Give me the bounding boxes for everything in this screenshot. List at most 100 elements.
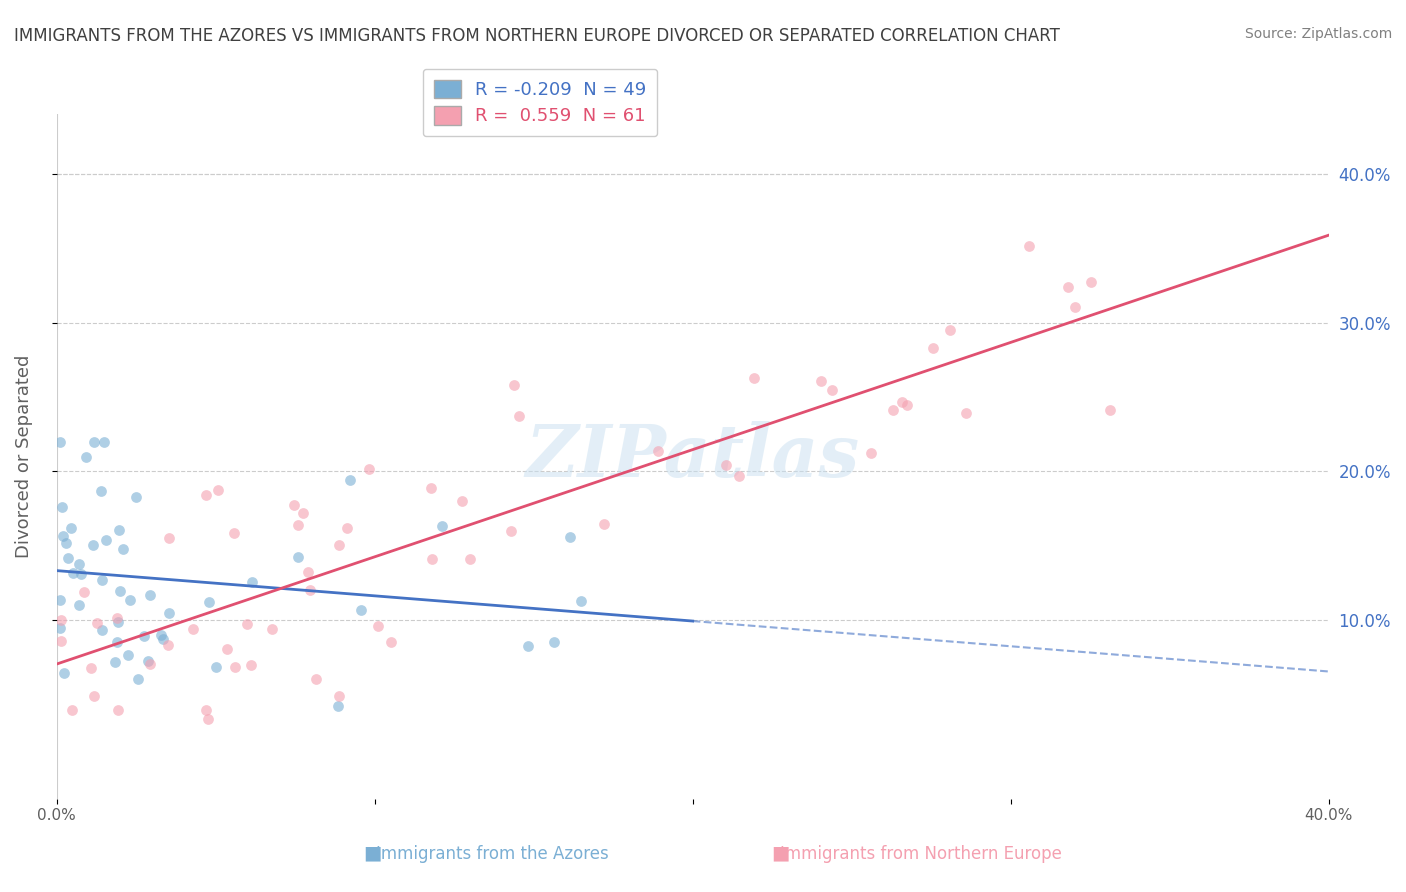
Point (198, 595, 221, 609)
Point (283, 498, 305, 512)
Point (287, 518, 309, 533)
Point (91, 574, 114, 588)
Text: ■: ■ (363, 844, 382, 863)
Point (107, 615, 129, 629)
Point (83, 689, 105, 703)
Point (569, 594, 592, 608)
Point (194, 488, 217, 502)
Point (80, 661, 103, 675)
Point (52, 529, 75, 543)
Point (70, 566, 93, 581)
Point (134, 629, 156, 643)
Point (49, 621, 72, 635)
Point (328, 538, 350, 552)
Point (297, 565, 319, 579)
Point (204, 660, 226, 674)
Point (1057, 279, 1080, 293)
Point (882, 402, 904, 417)
Point (83, 434, 105, 449)
Point (430, 519, 453, 533)
Point (93, 434, 115, 449)
Point (328, 689, 350, 703)
Point (299, 583, 322, 598)
Y-axis label: Divorced or Separated: Divorced or Separated (15, 355, 32, 558)
Point (339, 473, 361, 487)
Point (59, 521, 82, 535)
Point (49, 434, 72, 449)
Point (1018, 239, 1040, 253)
Point (51, 500, 73, 514)
Point (420, 551, 443, 566)
Point (222, 526, 245, 541)
Point (350, 602, 373, 616)
Text: ■: ■ (770, 844, 790, 863)
Point (89, 483, 111, 498)
Point (1063, 300, 1085, 314)
Point (291, 506, 314, 520)
Point (516, 639, 538, 653)
Text: Immigrants from Northern Europe: Immigrants from Northern Europe (780, 845, 1062, 863)
Point (891, 394, 914, 409)
Point (75, 450, 97, 465)
Point (380, 634, 402, 648)
Point (359, 462, 381, 476)
Point (593, 516, 616, 531)
Point (149, 627, 172, 641)
Point (197, 712, 219, 726)
Point (108, 523, 131, 537)
Point (49, 593, 72, 607)
Point (240, 575, 263, 590)
Point (152, 632, 174, 647)
Point (112, 542, 135, 557)
Point (181, 622, 204, 636)
Point (240, 658, 263, 673)
Point (860, 445, 883, 459)
Point (195, 703, 218, 717)
Point (117, 648, 139, 662)
Text: Immigrants from the Azores: Immigrants from the Azores (375, 845, 609, 863)
Point (51, 634, 73, 648)
Point (139, 589, 162, 603)
Point (451, 494, 474, 508)
Point (138, 657, 160, 671)
Text: Source: ZipAtlas.com: Source: ZipAtlas.com (1244, 27, 1392, 41)
Point (73, 585, 96, 599)
Point (136, 654, 159, 668)
Point (104, 655, 127, 669)
Point (1080, 275, 1102, 289)
Point (543, 634, 565, 648)
Point (105, 611, 128, 625)
Point (727, 468, 749, 483)
Point (86, 615, 108, 630)
Point (55, 535, 77, 549)
Point (501, 524, 523, 538)
Point (62, 566, 84, 581)
Point (260, 622, 283, 636)
Point (742, 370, 765, 384)
Point (67, 558, 90, 572)
Text: IMMIGRANTS FROM THE AZORES VS IMMIGRANTS FROM NORTHERN EUROPE DIVORCED OR SEPARA: IMMIGRANTS FROM THE AZORES VS IMMIGRANTS… (14, 27, 1060, 45)
Point (157, 606, 180, 620)
Point (120, 593, 142, 607)
Point (716, 458, 738, 473)
Point (458, 551, 481, 566)
Point (939, 323, 962, 337)
Point (53, 665, 76, 680)
Point (96, 533, 118, 547)
Point (91, 624, 114, 638)
Point (326, 698, 349, 713)
Point (503, 378, 526, 392)
Point (207, 483, 229, 497)
Point (810, 374, 832, 388)
Point (107, 703, 129, 717)
Point (60, 703, 83, 717)
Point (336, 521, 359, 535)
Point (367, 618, 389, 632)
Point (955, 406, 977, 420)
Point (125, 491, 148, 505)
Point (58, 550, 80, 565)
Point (159, 532, 181, 546)
Point (235, 616, 257, 631)
Point (224, 659, 246, 673)
Point (287, 549, 309, 564)
